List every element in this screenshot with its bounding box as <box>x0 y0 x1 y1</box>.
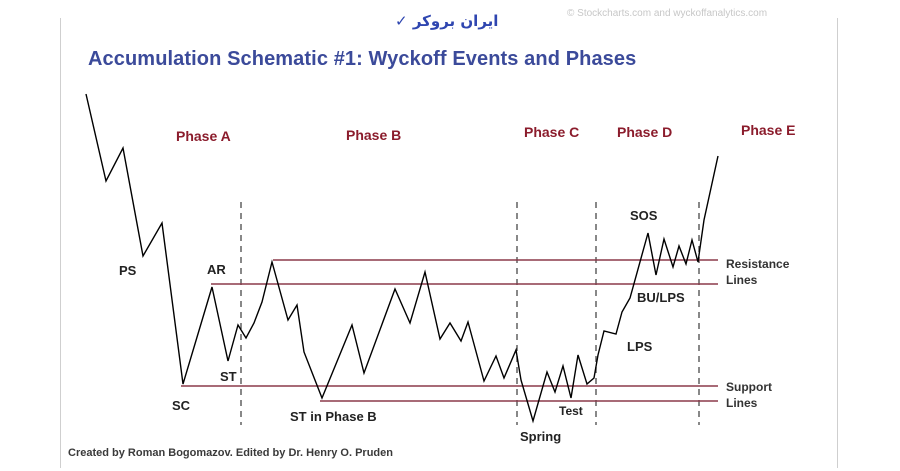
resistance-lines-text: Resistance <box>726 257 790 271</box>
support-lines-text-line2: Lines <box>726 396 758 410</box>
source-credit: © Stockcharts.com and wyckoffanalytics.c… <box>567 8 768 19</box>
event-spring-label: Spring <box>520 429 561 444</box>
phase-c-label: Phase C <box>524 124 579 140</box>
phase-a-label: Phase A <box>176 128 231 144</box>
event-sos-label: SOS <box>630 208 658 223</box>
watermark-text: ایران بروکر <box>412 12 499 30</box>
diagram-title: Accumulation Schematic #1: Wyckoff Event… <box>88 48 637 70</box>
chart-frame <box>60 18 838 468</box>
phase-b-label: Phase B <box>346 127 401 143</box>
support-lines-text: Support <box>726 380 772 394</box>
watermark-icon: ✓ <box>395 12 408 30</box>
resistance-lines-text-line2: Lines <box>726 273 758 287</box>
event-st-phase-b-label: ST in Phase B <box>290 409 377 424</box>
event-lps-label: LPS <box>627 339 653 354</box>
resistance-lines-label: Resistance Lines <box>726 257 793 287</box>
event-bu-lps-label: BU/LPS <box>637 290 685 305</box>
event-ps-label: PS <box>119 263 137 278</box>
event-sc-label: SC <box>172 398 191 413</box>
event-test-label: Test <box>559 404 583 418</box>
support-lines-label: Support Lines <box>726 380 775 410</box>
author-credit: Created by Roman Bogomazov. Edited by Dr… <box>68 447 393 459</box>
phase-e-label: Phase E <box>741 122 795 138</box>
event-st-label: ST <box>220 369 237 384</box>
event-ar-label: AR <box>207 262 226 277</box>
price-path <box>85 93 719 424</box>
brand-watermark: ✓ ایران بروکر <box>395 12 498 30</box>
phase-d-label: Phase D <box>617 124 672 140</box>
